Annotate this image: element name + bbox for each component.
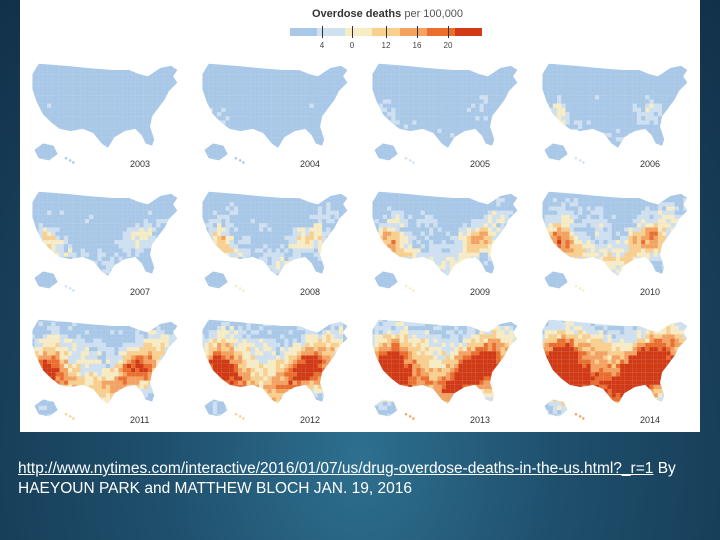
hawaii-island	[412, 161, 415, 164]
legend-title-text: Overdose deaths	[312, 8, 402, 20]
hawaii-island	[234, 284, 238, 288]
hawaii-island	[408, 159, 412, 162]
us-county-map	[542, 63, 688, 164]
year-map: 2014	[534, 304, 702, 430]
hawaii-island	[64, 156, 68, 160]
legend-color-bar	[290, 28, 482, 36]
legend-swatch	[427, 28, 455, 36]
hawaii-island	[574, 284, 578, 288]
hawaii-island	[404, 412, 408, 416]
us-county-map	[542, 319, 688, 420]
year-map: 2011	[24, 304, 192, 430]
legend-tick	[417, 26, 418, 38]
hawaii-island	[582, 289, 585, 292]
hawaii-island	[578, 159, 582, 162]
hawaii-island	[408, 415, 412, 418]
us-county-map	[32, 63, 178, 164]
legend-tick-label: 4	[319, 41, 325, 50]
us-county-map	[202, 63, 348, 164]
hawaii-island	[582, 161, 585, 164]
year-label: 2003	[130, 159, 151, 169]
legend-swatch	[454, 28, 482, 36]
hawaii-island	[404, 284, 408, 288]
legend: Overdose deaths per 100,000 4 0 12 16 20	[290, 4, 490, 50]
year-map: 2008	[194, 176, 362, 302]
us-county-map	[372, 191, 518, 292]
legend-tick-label: 0	[349, 41, 355, 50]
year-label: 2014	[640, 415, 661, 425]
byline: By HAEYOUN PARK and MATTHEW BLOCH JAN. 1…	[18, 460, 676, 497]
year-map: 2010	[534, 176, 702, 302]
hawaii-island	[404, 156, 408, 160]
legend-swatch	[399, 28, 428, 36]
year-map: 2007	[24, 176, 192, 302]
hawaii-island	[408, 287, 412, 290]
hawaii-island	[242, 289, 245, 292]
year-map: 2005	[364, 48, 532, 174]
us-county-map	[202, 191, 348, 292]
hawaii-island	[582, 417, 585, 420]
hawaii-island	[242, 417, 245, 420]
overdose-map-figure: Overdose deaths per 100,000 4 0 12 16 20 200…	[20, 0, 700, 432]
hawaii-island	[72, 289, 75, 292]
year-label: 2009	[470, 287, 491, 297]
year-label: 2008	[300, 287, 321, 297]
year-label: 2010	[640, 287, 661, 297]
hawaii-island	[578, 287, 582, 290]
hawaii-island	[72, 417, 75, 420]
hawaii-island	[234, 412, 238, 416]
legend-swatch	[290, 28, 318, 36]
hawaii-island	[238, 159, 242, 162]
year-map: 2004	[194, 48, 362, 174]
year-label: 2012	[300, 415, 321, 425]
year-map: 2013	[364, 304, 532, 430]
legend-unit: per 100,000	[404, 8, 464, 20]
legend-tick	[386, 26, 387, 38]
legend-swatch	[344, 28, 373, 36]
hawaii-island	[574, 156, 578, 160]
legend-tick	[322, 26, 323, 38]
us-county-map	[372, 319, 518, 420]
map-grid: 2003 2004 2005 2006 2007 2008 2009 2010 2011 2012…	[24, 48, 700, 432]
us-county-map	[32, 191, 178, 292]
us-county-map	[202, 319, 348, 420]
hawaii-island	[574, 412, 578, 416]
hawaii-island	[68, 415, 72, 418]
hawaii-island	[238, 287, 242, 290]
year-label: 2013	[470, 415, 491, 425]
legend-title: Overdose deaths per 100,000	[312, 8, 463, 20]
year-label: 2011	[130, 415, 150, 425]
hawaii-island	[64, 412, 68, 416]
year-map: 2006	[534, 48, 702, 174]
legend-tick	[352, 26, 353, 38]
us-county-map	[32, 319, 178, 420]
legend-tick-label: 20	[443, 41, 453, 50]
year-map: 2009	[364, 176, 532, 302]
legend-tick-label: 12	[381, 41, 391, 50]
hawaii-island	[68, 287, 72, 290]
year-map: 2003	[24, 48, 192, 174]
year-label: 2007	[130, 287, 151, 297]
source-caption: http://www.nytimes.com/interactive/2016/…	[18, 459, 708, 499]
hawaii-island	[412, 289, 415, 292]
year-label: 2004	[300, 159, 321, 169]
legend-swatch	[317, 28, 345, 36]
source-link[interactable]: http://www.nytimes.com/interactive/2016/…	[18, 460, 654, 477]
year-label: 2006	[640, 159, 661, 169]
hawaii-island	[64, 284, 68, 288]
year-map: 2012	[194, 304, 362, 430]
hawaii-island	[72, 161, 75, 164]
legend-tick-label: 16	[412, 41, 422, 50]
hawaii-island	[578, 415, 582, 418]
us-county-map	[542, 191, 688, 292]
legend-swatch	[372, 28, 400, 36]
year-label: 2005	[470, 159, 491, 169]
legend-tick	[448, 26, 449, 38]
us-county-map	[372, 63, 518, 164]
hawaii-island	[238, 415, 242, 418]
hawaii-island	[68, 159, 72, 162]
hawaii-island	[412, 417, 415, 420]
hawaii-island	[242, 161, 245, 164]
hawaii-island	[234, 156, 238, 160]
